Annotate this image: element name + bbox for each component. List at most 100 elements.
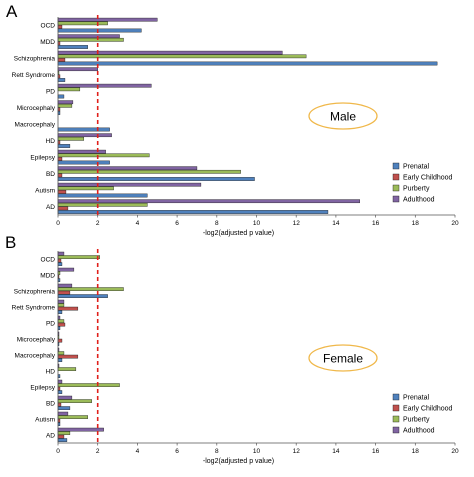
legend-swatch — [392, 393, 400, 401]
bar-adulthood — [57, 133, 112, 138]
bar-early-childhood — [57, 338, 63, 343]
x-tick-label: 14 — [332, 220, 340, 227]
legend-label: Adulthood — [403, 197, 435, 204]
category-label: Schizophrenia — [14, 56, 56, 63]
bar-purberty — [57, 54, 307, 59]
bar-prenatal — [57, 406, 71, 410]
category-label: MDD — [40, 272, 55, 279]
legend-label: Purberty — [403, 186, 430, 193]
bar-early-childhood — [57, 290, 71, 295]
bar-purberty — [57, 255, 100, 259]
bar-purberty — [57, 399, 92, 403]
bar-prenatal — [57, 94, 65, 99]
category-label: BD — [46, 400, 55, 407]
bar-adulthood — [57, 67, 98, 72]
bar-purberty — [57, 21, 108, 26]
bar-early-childhood — [57, 434, 65, 439]
x-axis-title: -log2(adjusted p value) — [203, 458, 274, 465]
category-label: Rett Syndrome — [12, 304, 56, 311]
bar-adulthood — [57, 17, 158, 22]
bar-purberty — [57, 103, 73, 108]
x-axis-title: -log2(adjusted p value) — [203, 230, 274, 237]
bar-early-childhood — [57, 58, 66, 62]
category-label: AD — [46, 432, 55, 439]
bar-prenatal — [57, 61, 438, 66]
x-tick-label: 8 — [215, 448, 219, 455]
bar-early-childhood — [57, 173, 63, 178]
category-label: Epilepsy — [30, 155, 55, 162]
legend-swatch — [392, 195, 400, 203]
x-tick-label: 14 — [332, 448, 340, 455]
panel-letter: A — [6, 2, 18, 21]
x-tick-label: 6 — [175, 220, 179, 227]
bar-purberty — [57, 431, 71, 435]
annotation-ellipse — [308, 344, 378, 372]
bar-early-childhood — [57, 25, 63, 29]
bar-adulthood — [57, 100, 74, 105]
bar-adulthood — [57, 267, 75, 272]
bar-early-childhood — [57, 402, 62, 407]
category-label: HD — [46, 368, 56, 375]
bar-adulthood — [57, 83, 152, 88]
x-tick-label: 20 — [451, 448, 459, 455]
bar-purberty — [57, 415, 88, 419]
legend-swatch — [392, 404, 400, 412]
x-tick-label: 16 — [372, 220, 380, 227]
category-label: AD — [46, 204, 55, 211]
x-tick-label: 2 — [96, 448, 100, 455]
x-tick-label: 4 — [136, 220, 140, 227]
bar-purberty — [57, 287, 124, 291]
bar-early-childhood — [57, 206, 69, 211]
category-label: Schizophrenia — [14, 288, 56, 295]
annotation-label: Male — [330, 110, 356, 124]
bar-prenatal — [57, 127, 110, 132]
legend-swatch — [392, 162, 400, 170]
bar-purberty — [57, 351, 65, 355]
bar-prenatal — [57, 45, 88, 49]
bar-purberty — [57, 87, 81, 92]
category-label: Macrocephaly — [15, 352, 56, 359]
category-label: Rett Syndrome — [12, 72, 56, 79]
x-tick-label: 18 — [412, 448, 420, 455]
legend-swatch — [392, 173, 400, 181]
legend: Prenatal Early Childhood Purberty Adulthood — [392, 393, 453, 435]
bar-adulthood — [57, 251, 65, 256]
annotation-label: Female — [323, 352, 363, 366]
bar-prenatal — [57, 390, 63, 394]
category-label: PD — [46, 89, 55, 96]
bar-prenatal — [57, 262, 63, 266]
bar-early-childhood — [57, 157, 63, 161]
bar-purberty — [57, 202, 148, 207]
category-label: Autism — [35, 188, 55, 195]
bar-purberty — [57, 319, 65, 323]
bar-adulthood — [57, 411, 69, 416]
legend-label: Adulthood — [403, 428, 435, 435]
legend-label: Prenatal — [403, 395, 430, 402]
category-label: PD — [46, 320, 55, 327]
legend-swatch — [392, 184, 400, 192]
category-label: Macrocephaly — [15, 122, 56, 129]
x-tick-label: 20 — [451, 220, 459, 227]
bar-adulthood — [57, 182, 202, 187]
bar-adulthood — [57, 379, 63, 384]
legend-label: Early Childhood — [403, 175, 453, 182]
legend-label: Purberty — [403, 417, 430, 424]
bar-early-childhood — [57, 306, 79, 311]
bar-purberty — [57, 303, 65, 307]
legend-swatch — [392, 415, 400, 423]
x-tick-label: 8 — [215, 220, 219, 227]
panel-letter: B — [5, 233, 16, 252]
bar-adulthood — [57, 166, 198, 171]
panel-a: A OCD MDD Schizophrenia Rett Syndrome PD Micro… — [6, 2, 459, 237]
x-tick-label: 10 — [253, 220, 261, 227]
category-label: Epilepsy — [30, 384, 55, 391]
x-tick-label: 0 — [56, 448, 60, 455]
bar-prenatal — [57, 144, 71, 148]
bar-adulthood — [57, 50, 283, 55]
panel-b: B OCD MDD Schizophrenia Rett Syndrome PD Micro… — [5, 233, 459, 465]
bar-purberty — [57, 136, 85, 141]
bar-prenatal — [57, 310, 63, 314]
category-label: Microcephaly — [17, 105, 56, 112]
bar-adulthood — [57, 199, 360, 204]
